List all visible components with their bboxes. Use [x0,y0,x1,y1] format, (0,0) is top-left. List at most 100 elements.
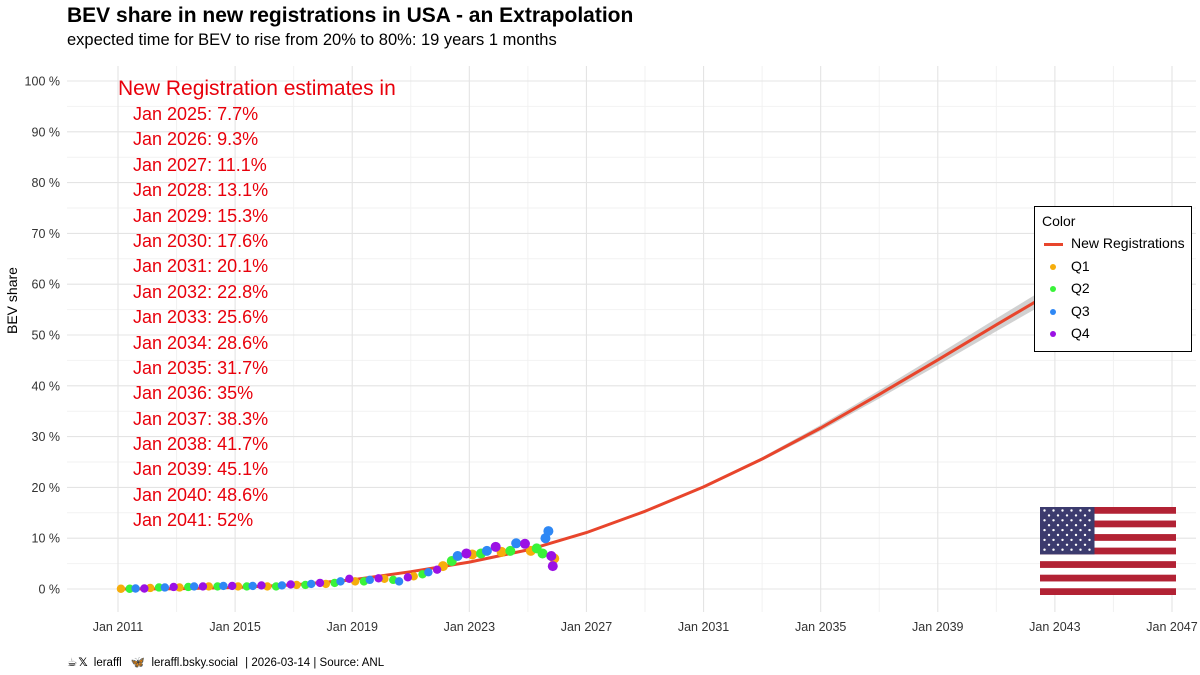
flag-canton [1040,507,1095,555]
legend-dot-key [1050,308,1056,315]
flag-star [1056,514,1060,517]
flag-star [1043,528,1046,532]
data-point-q3 [336,577,345,586]
data-point-q4 [432,565,442,574]
flag-stripe [1040,534,1176,542]
flag-star [1061,548,1064,551]
x-tick-label: Jan 2019 [327,620,378,634]
flag-star [1043,538,1046,542]
data-point-q4 [198,582,208,591]
y-tick-label: 20 % [32,481,61,495]
estimate-item: Jan 2029: 15.3% [133,205,269,226]
legend-item: Q1 [1035,256,1191,278]
flag-stripe [1040,588,1176,595]
flag-star [1079,528,1082,532]
flag-stripe [1040,513,1176,521]
estimate-item: Jan 2041: 52% [133,510,254,531]
legend-label: Q1 [1071,257,1090,274]
flag-star [1083,514,1087,517]
data-point-q3 [131,584,140,593]
flag-star [1074,514,1078,517]
flag-stripe [1040,540,1176,548]
flag-stripe [1040,520,1176,528]
y-tick-label: 70 % [32,227,61,241]
flag-star [1079,519,1082,522]
x-logo-icon: 𝕏 [78,657,88,669]
data-point-q3 [160,583,170,592]
flag-star [1065,524,1069,527]
data-point-q4 [140,584,149,593]
x-tick-label: Jan 2011 [93,620,144,634]
flag-star [1052,528,1055,532]
flag-star [1074,543,1078,546]
x-tick-label: Jan 2047 [1146,620,1197,634]
x-tick-label: Jan 2027 [561,620,612,634]
y-tick-label: 60 % [32,278,61,292]
flag-star [1061,509,1064,512]
y-tick-label: 0 % [38,583,60,597]
estimate-item: Jan 2028: 13.1% [133,180,269,201]
flag-star [1088,548,1091,551]
legend-dot-key [1050,286,1056,292]
flag-star [1043,509,1046,512]
y-tick-label: 10 % [32,532,61,546]
legend: Color New Registrations Q1 Q2 Q3 Q4 [1034,206,1192,352]
bsky-handle[interactable]: leraffl.bsky.social [151,657,238,669]
data-point-q1 [116,584,126,593]
legend-label: Q4 [1071,325,1090,341]
flag-star [1056,543,1060,546]
flag-star [1043,519,1046,522]
chart-title: BEV share in new registrations in USA - … [67,4,634,27]
flag-stripe [1040,507,1176,514]
data-point-q2 [505,545,516,556]
footer-meta: | 2026-03-14 | Source: ANL [245,657,385,669]
flag-star [1070,548,1073,551]
y-tick-label: 80 % [32,176,61,190]
flag-star [1079,548,1082,551]
estimate-item: Jan 2032: 22.8% [133,281,269,302]
estimate-item: Jan 2039: 45.1% [133,459,269,480]
data-point-q1 [204,582,213,591]
x-handle[interactable]: leraffl [93,657,122,669]
x-tick-labels: Jan 2011 Jan 2015 Jan 2019 Jan 2023 Jan 2027… [93,620,1198,634]
x-tick-label: Jan 2043 [1029,620,1080,634]
y-tick-labels: 0 % 10 % 20 % 30 % 40 % 50 % 60 % 70 % 80 % 90 % 1… [25,75,60,597]
cup-icon: ☕ [67,657,78,669]
butterfly-icon: 🦋 [130,657,146,669]
y-tick-label: 100 % [25,75,60,89]
y-tick-label: 50 % [32,329,61,343]
x-tick-label: Jan 2015 [209,620,260,634]
estimates-heading: New Registration estimates in [118,77,396,100]
flag-star [1083,533,1087,537]
estimate-item: Jan 2038: 41.7% [133,434,269,455]
data-point-q4 [374,574,383,583]
data-point-q4 [546,550,557,561]
data-point-q4 [315,578,325,588]
flag-star [1088,538,1091,542]
flag-star [1074,533,1078,537]
flag-stripe [1040,561,1176,569]
data-point-q4 [461,548,472,559]
flag-star [1047,524,1051,527]
flag-star [1061,519,1064,522]
data-point-q3 [452,550,463,561]
flag-star [1065,514,1069,517]
major-gridlines [67,66,1196,612]
y-tick-label: 40 % [32,379,61,393]
x-tick-label: Jan 2035 [795,620,846,634]
y-tick-label: 90 % [32,125,61,139]
flag-star [1047,543,1051,546]
legend-line-key [1044,243,1063,246]
estimate-item: Jan 2030: 17.6% [133,230,269,251]
estimate-item: Jan 2031: 20.1% [133,256,269,277]
flag-star [1065,543,1069,546]
flag-star [1056,524,1060,527]
data-point-q3 [481,545,492,556]
legend-dot-key [1050,331,1056,337]
estimate-item: Jan 2027: 11.1% [133,154,267,175]
flag-stripe [1040,567,1176,575]
data-point-q3 [394,577,404,586]
flag-star [1056,533,1060,537]
flag-star [1070,538,1073,542]
flag-star [1070,528,1073,532]
